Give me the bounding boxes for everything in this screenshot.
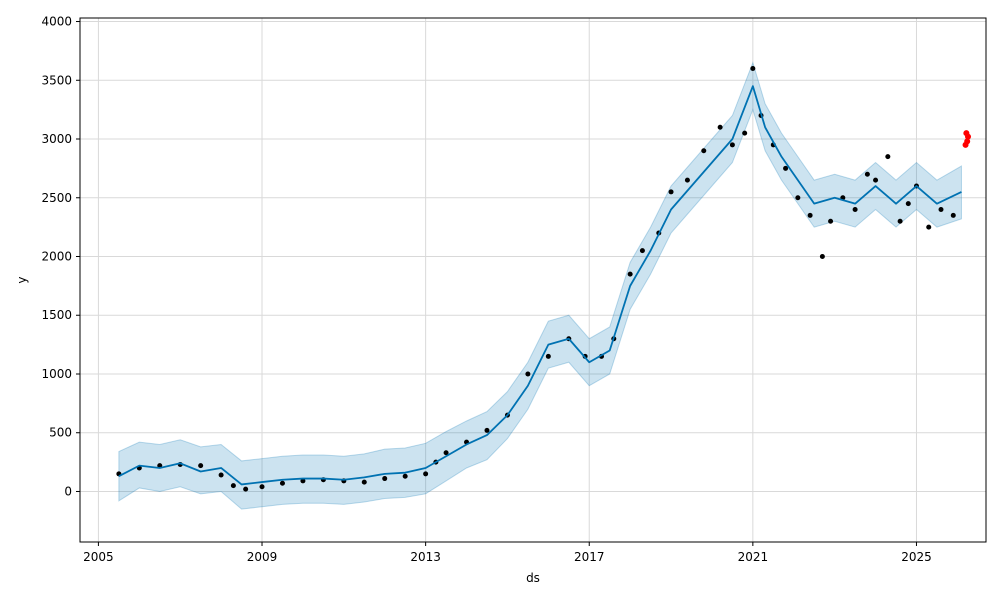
y-tick-label: 3500 [41,73,72,87]
observed-point [300,478,306,484]
y-tick-label: 1000 [41,367,72,381]
observed-point [402,473,408,479]
observed-point [382,476,388,482]
observed-point [198,463,204,469]
y-tick-label: 3000 [41,132,72,146]
observed-point [783,165,789,171]
x-tick-label: 2009 [247,550,278,564]
observed-point [828,218,834,224]
x-tick-label: 2025 [901,550,932,564]
observed-point [717,124,723,130]
y-tick-label: 500 [49,426,72,440]
observed-point [926,224,932,230]
observed-point [484,427,490,433]
observed-point [545,353,551,359]
observed-point [279,480,285,486]
observed-points [116,66,956,492]
plot-frame [79,17,987,543]
holdout-points [962,130,972,148]
x-tick-label: 2021 [738,550,769,564]
y-axis-title: y [15,276,29,283]
observed-point [807,212,813,218]
x-tick-label: 2005 [83,550,114,564]
observed-point [938,207,944,213]
grid-lines [80,18,986,542]
observed-point [729,142,735,148]
forecast-line-path [118,85,962,486]
x-axis-ticks: 2005 2009 2013 2017 2021 2025 [83,542,932,564]
y-tick-label: 2500 [41,191,72,205]
observed-point [701,148,707,154]
y-tick-label: 4000 [41,15,72,29]
y-tick-label: 2000 [41,250,72,264]
y-tick-label: 0 [64,484,72,498]
observed-point [668,189,674,195]
forecast-line [118,85,962,486]
observed-point [950,212,956,218]
observed-point [852,207,858,213]
y-axis-ticks: 0 500 1000 1500 2000 2500 3000 3500 4000 [41,15,80,498]
holdout-point [964,138,971,145]
x-axis-title: ds [526,571,540,585]
observed-point [230,483,236,489]
observed-point [243,486,249,492]
observed-point [795,195,801,201]
observed-point [742,130,748,136]
observed-point [819,254,825,260]
observed-point [864,171,870,177]
x-tick-label: 2017 [574,550,605,564]
observed-point [525,371,531,377]
uncertainty-band-area [118,61,962,510]
observed-point [259,484,265,490]
observed-point [684,177,690,183]
observed-point [885,154,891,160]
observed-point [873,177,879,183]
y-tick-label: 1500 [41,308,72,322]
observed-point [218,472,224,478]
observed-point [443,450,449,456]
observed-point [627,271,633,277]
observed-point [750,66,756,72]
observed-point [361,479,367,485]
holdout-point [965,133,972,140]
observed-point [423,471,429,477]
observed-point [905,201,911,207]
observed-point [897,218,903,224]
x-tick-label: 2013 [410,550,441,564]
observed-point [639,248,645,254]
uncertainty-band [118,61,962,510]
